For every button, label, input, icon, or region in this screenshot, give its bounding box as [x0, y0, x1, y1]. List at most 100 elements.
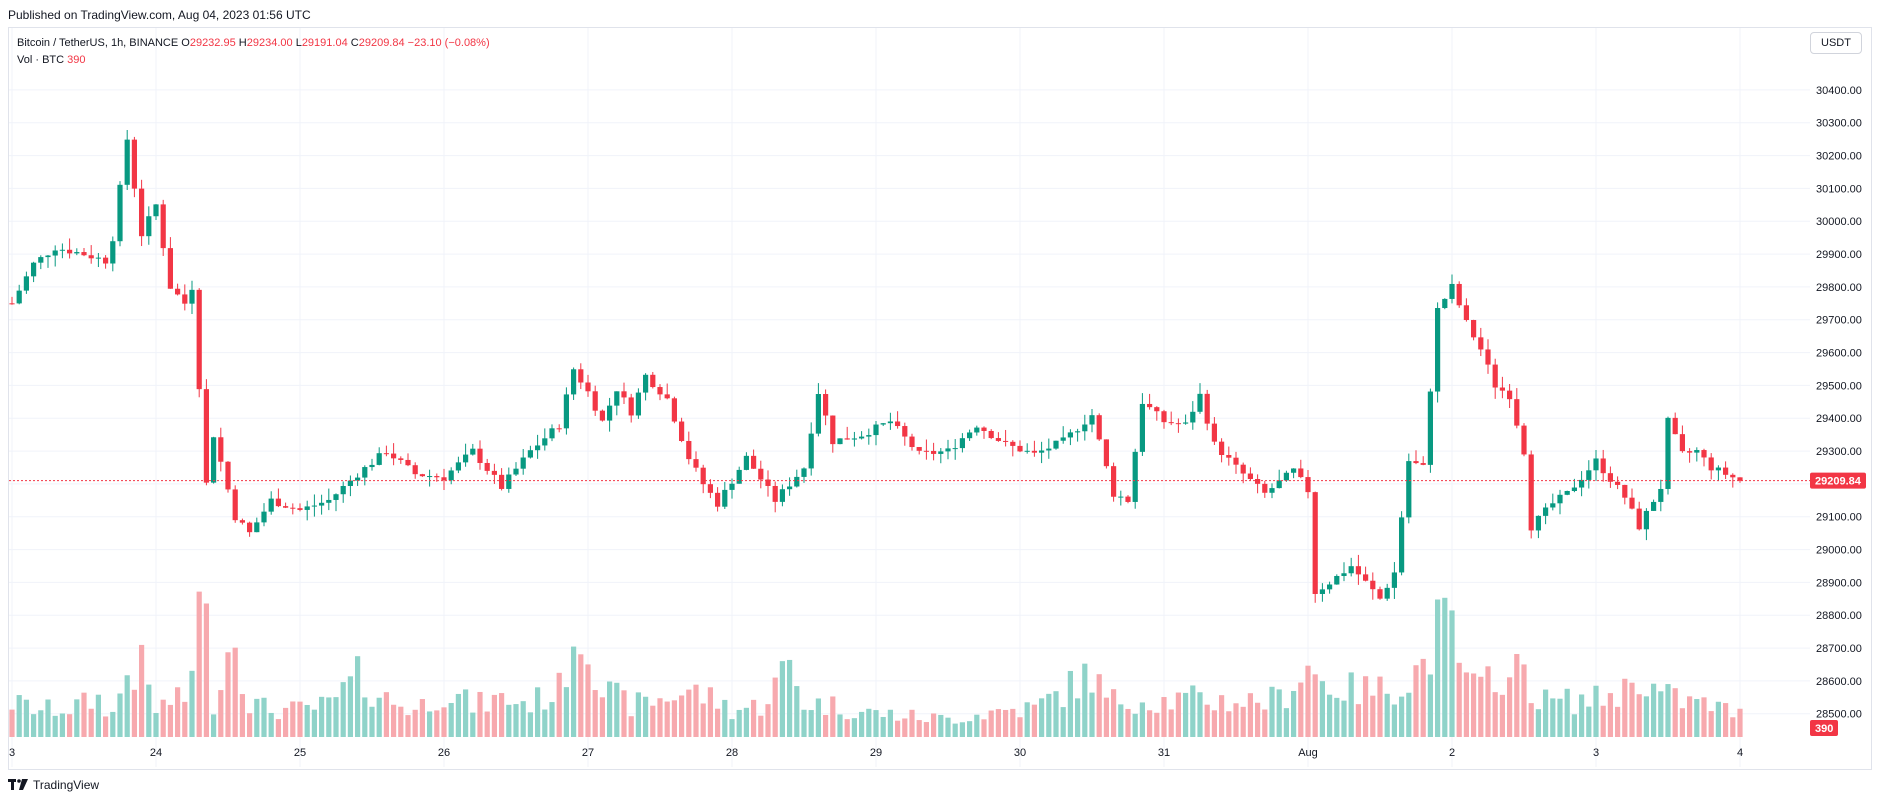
volume-bar — [1543, 689, 1549, 737]
volume-bar — [1586, 706, 1592, 737]
volume-bar — [412, 709, 418, 737]
candle-down — [1679, 434, 1685, 452]
candle-down — [1672, 417, 1678, 435]
candle-down — [1247, 473, 1253, 480]
candle-down — [131, 139, 137, 189]
y-tick-label: 29000.00 — [1816, 545, 1862, 557]
candle-down — [592, 391, 598, 411]
x-tick-label: 27 — [582, 747, 594, 759]
candle-down — [1471, 320, 1477, 338]
y-tick-label: 28500.00 — [1816, 709, 1862, 721]
candle-up — [1053, 440, 1059, 449]
volume-bar — [74, 699, 80, 737]
volume-bar — [1103, 697, 1109, 737]
y-tick-label: 29500.00 — [1816, 380, 1862, 392]
y-tick-label: 30000.00 — [1816, 216, 1862, 228]
candle-down — [1420, 463, 1426, 465]
candle-up — [571, 369, 577, 395]
volume-bar — [477, 691, 483, 737]
volume-bar — [1024, 702, 1030, 737]
volume-bar — [1427, 674, 1433, 737]
volume-bar — [448, 702, 454, 737]
candle-down — [1147, 403, 1153, 408]
candle-up — [59, 249, 65, 251]
candle-down — [931, 450, 937, 454]
candle-up — [319, 502, 325, 506]
volume-bar — [1233, 703, 1239, 737]
symbol-label[interactable]: Bitcoin / TetherUS, 1h, BINANCE — [17, 37, 179, 49]
volume-bar — [751, 699, 757, 737]
y-tick-label: 29800.00 — [1816, 282, 1862, 294]
volume-bar — [1413, 665, 1419, 737]
volume-bar — [1521, 664, 1527, 737]
volume-bar — [232, 647, 238, 737]
volume-bar — [1298, 682, 1304, 737]
y-tick-label: 30300.00 — [1816, 118, 1862, 130]
candle-down — [103, 257, 109, 264]
volume-bar — [707, 687, 713, 737]
x-tick-label: 2 — [1449, 747, 1455, 759]
candle-down — [1262, 483, 1268, 493]
candle-down — [1730, 474, 1736, 478]
candle-down — [383, 453, 389, 455]
volume-bar — [376, 697, 382, 737]
candle-down — [1255, 479, 1261, 484]
candle-down — [1161, 411, 1167, 423]
candle-up — [787, 486, 793, 490]
candle-down — [232, 489, 238, 521]
candle-up — [880, 423, 886, 425]
candle-up — [1067, 432, 1073, 438]
volume-bar — [607, 681, 613, 737]
candle-up — [110, 241, 116, 264]
candle-down — [664, 394, 670, 399]
footer-brand-text: TradingView — [33, 778, 100, 792]
candle-down — [751, 455, 757, 469]
candle-down — [1031, 450, 1037, 453]
volume-bar — [736, 709, 742, 737]
candle-down — [1701, 450, 1707, 458]
volume-bar — [1262, 709, 1268, 737]
change-value: −23.10 (−0.08%) — [407, 37, 490, 49]
volume-bar — [1665, 684, 1671, 737]
volume-bar — [211, 714, 217, 737]
volume-bar — [1384, 693, 1390, 737]
candle-down — [995, 438, 1001, 441]
candle-down — [707, 484, 713, 493]
candle-down — [290, 507, 296, 509]
volume-bar — [916, 720, 922, 737]
volume-bar — [1161, 697, 1167, 737]
high-key: H — [238, 37, 247, 49]
volume-bar — [686, 689, 692, 737]
candle-down — [621, 391, 627, 398]
volume-bar — [38, 710, 44, 737]
candle-down — [923, 450, 929, 452]
x-tick-label: 29 — [870, 747, 882, 759]
candle-up — [729, 483, 735, 490]
candle-down — [88, 255, 94, 259]
volume-bar — [1175, 692, 1181, 737]
volume-label[interactable]: Vol · BTC — [17, 54, 65, 66]
candle-down — [599, 410, 605, 421]
volume-bar — [967, 721, 973, 737]
volume-bar — [1471, 673, 1477, 737]
currency-button[interactable]: USDT — [1810, 32, 1862, 54]
volume-bar — [441, 707, 447, 737]
volume-bar — [995, 709, 1001, 737]
volume-bar — [1449, 610, 1455, 737]
candle-down — [175, 288, 181, 295]
volume-bar — [1283, 708, 1289, 737]
candle-up — [859, 436, 865, 439]
candle-up — [23, 276, 29, 291]
y-tick-label: 28700.00 — [1816, 643, 1862, 655]
candle-down — [239, 520, 245, 523]
candle-up — [535, 445, 541, 451]
candle-up — [815, 394, 821, 434]
candle-up — [1593, 458, 1599, 471]
candle-down — [686, 440, 692, 460]
volume-bar — [988, 710, 994, 737]
volume-bar — [175, 687, 181, 737]
volume-bar — [779, 661, 785, 737]
volume-bar — [290, 701, 296, 737]
chart-legend: Bitcoin / TetherUS, 1h, BINANCE O29232.9… — [17, 35, 490, 69]
